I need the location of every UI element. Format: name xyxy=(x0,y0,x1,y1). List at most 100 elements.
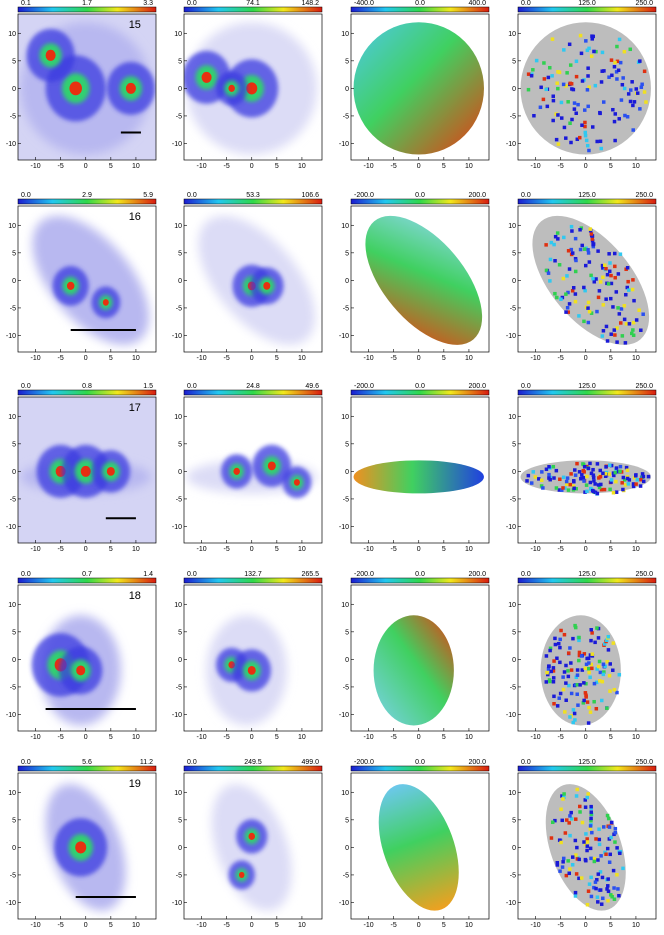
dispersion-pixel xyxy=(585,848,589,853)
x-tick-label: -5 xyxy=(391,163,397,170)
dispersion-pixel xyxy=(624,322,629,326)
dispersion-pixel xyxy=(591,242,595,247)
dispersion-pixel xyxy=(631,482,636,486)
map xyxy=(365,215,483,345)
dispersion-pixel xyxy=(631,103,635,108)
dispersion-pixel xyxy=(571,720,575,725)
dispersion-pixel xyxy=(556,70,560,74)
dispersion-pixel xyxy=(626,279,630,284)
plot-frame xyxy=(183,396,323,544)
dispersion-pixel xyxy=(574,111,578,115)
dispersion-pixel xyxy=(577,314,581,318)
dispersion-pixel xyxy=(577,470,582,474)
dispersion-pixel xyxy=(545,670,549,675)
plot-frame xyxy=(517,396,657,544)
map xyxy=(31,615,136,726)
x-tick-label: 0 xyxy=(417,355,421,362)
dispersion-pixel xyxy=(526,87,531,92)
dispersion-pixel xyxy=(624,465,629,470)
dispersion-pixel xyxy=(553,291,557,296)
dispersion-pixel xyxy=(589,273,593,278)
dispersion-pixel xyxy=(618,464,623,469)
dispersion-pixel xyxy=(566,488,571,492)
dispersion-pixel xyxy=(569,691,574,696)
dispersion-pixel xyxy=(582,285,586,290)
colorbar-label: 0.0 xyxy=(187,192,197,199)
galaxy-label: 19 xyxy=(129,778,141,790)
x-tick-label: -5 xyxy=(224,163,230,170)
y-tick-label: -5 xyxy=(343,496,349,503)
x-tick-label: 10 xyxy=(465,355,473,362)
map xyxy=(520,22,651,155)
dispersion-pixel xyxy=(604,324,609,329)
dispersion-pixel xyxy=(625,474,630,479)
dispersion-pixel xyxy=(622,304,627,308)
colorbar-label: 0.0 xyxy=(21,571,31,578)
x-tick-label: -10 xyxy=(531,355,541,362)
y-tick-label: -10 xyxy=(339,524,349,531)
dispersion-pixel xyxy=(584,681,588,686)
dispersion-pixel xyxy=(594,49,598,54)
peak xyxy=(246,82,258,95)
x-tick-label: 10 xyxy=(132,546,140,553)
velocity-field xyxy=(353,22,484,155)
y-tick-label: -10 xyxy=(172,900,182,907)
x-tick-label: 10 xyxy=(465,546,473,553)
y-tick-label: 5 xyxy=(512,58,516,65)
dispersion-pixel xyxy=(550,37,555,41)
x-tick-label: -10 xyxy=(531,546,541,553)
y-tick-label: 5 xyxy=(345,441,349,448)
dispersion-pixel xyxy=(609,835,613,840)
colorbar-label: 0.0 xyxy=(521,192,531,199)
dispersion-pixel xyxy=(625,476,630,481)
x-tick-label: 0 xyxy=(417,163,421,170)
dispersion-pixel xyxy=(581,701,586,705)
dispersion-pixel xyxy=(586,300,591,305)
dispersion-pixel xyxy=(599,487,604,492)
y-tick-label: 5 xyxy=(178,629,182,636)
dispersion-pixel xyxy=(614,490,619,494)
dispersion-pixel xyxy=(578,810,582,814)
colorbar-label: 1.7 xyxy=(82,0,92,7)
dispersion-pixel xyxy=(585,489,589,494)
dispersion-pixel xyxy=(583,666,587,670)
dispersion-pixel xyxy=(560,488,564,492)
colorbar-label: 5.9 xyxy=(143,192,153,199)
dispersion-pixel xyxy=(574,74,579,79)
colorbar-label: 250.0 xyxy=(635,383,653,390)
dispersion-pixel xyxy=(561,856,566,861)
dispersion-pixel xyxy=(561,797,565,801)
y-tick-label: -5 xyxy=(176,305,182,312)
x-tick-label: -5 xyxy=(58,546,64,553)
dispersion-pixel xyxy=(554,486,559,490)
dispersion-pixel xyxy=(561,475,566,480)
dispersion-pixel xyxy=(575,673,580,677)
colorbar-label: 0.1 xyxy=(21,0,31,7)
x-tick-label: 5 xyxy=(109,355,113,362)
dispersion-pixel xyxy=(606,884,610,888)
panel: -200.0 0.0 200.0 -10 -5 0 5 10 10 5 0 -5 -10 xyxy=(339,571,490,741)
dispersion-pixel xyxy=(598,280,603,284)
dispersion-pixel xyxy=(566,674,571,679)
dispersion-pixel xyxy=(608,261,612,265)
dispersion-pixel xyxy=(566,310,571,314)
x-tick-label: 0 xyxy=(84,163,88,170)
dispersion-pixel xyxy=(622,86,627,91)
colorbar xyxy=(17,389,157,396)
y-tick-label: -10 xyxy=(6,141,16,148)
dispersion-pixel xyxy=(611,471,616,475)
x-tick-label: -10 xyxy=(364,546,374,553)
dispersion-pixel xyxy=(601,329,606,333)
dispersion-pixel xyxy=(526,473,531,478)
colorbar-label: 0.7 xyxy=(82,571,92,578)
dispersion-pixel xyxy=(569,82,574,86)
y-tick-label: 0 xyxy=(12,278,16,285)
colorbar-label: 0.0 xyxy=(521,383,531,390)
y-tick-label: -5 xyxy=(510,496,516,503)
y-tick-label: 5 xyxy=(512,817,516,824)
dispersion-pixel xyxy=(564,663,568,668)
dispersion-pixel xyxy=(570,87,574,91)
y-tick-label: -10 xyxy=(506,524,516,531)
dispersion-pixel xyxy=(569,661,573,665)
